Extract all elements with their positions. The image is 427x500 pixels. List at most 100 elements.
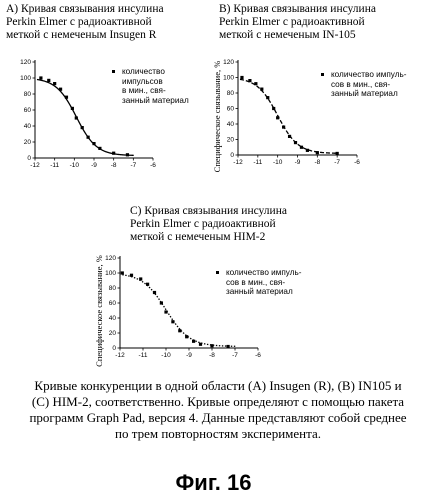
data-point <box>282 125 286 129</box>
x-tick-label: -7 <box>334 159 340 166</box>
data-point <box>272 106 276 111</box>
data-point <box>152 290 157 295</box>
data-point <box>86 135 90 139</box>
data-point <box>254 82 258 86</box>
legend-text-c: количество импуль- сов в мин., свя- занн… <box>226 268 302 297</box>
data-point <box>192 339 196 343</box>
x-tick-label: -6 <box>150 162 156 169</box>
x-tick-label: -7 <box>232 352 238 359</box>
data-point <box>293 141 298 145</box>
y-tick-label: 20 <box>109 330 117 337</box>
y-tick-label: 100 <box>223 75 234 82</box>
y-tick-label: 60 <box>227 106 235 113</box>
fitted-curve <box>239 78 338 154</box>
y-tick-label: 100 <box>105 270 116 277</box>
panel-a-legend: количество импульсов в мин., свя- занный… <box>112 67 189 105</box>
data-point <box>92 142 96 146</box>
y-tick-label: 20 <box>24 139 32 146</box>
panel-b-legend: количество импуль- сов в мин., свя- занн… <box>321 70 406 108</box>
y-tick-label: 40 <box>24 123 32 130</box>
x-tick-label: -10 <box>273 159 283 166</box>
legend-marker-c <box>216 271 219 274</box>
data-point <box>58 87 63 91</box>
data-point <box>64 95 69 99</box>
x-tick-label: -10 <box>161 352 171 359</box>
y-tick-label: 120 <box>20 59 31 66</box>
data-point <box>53 82 57 86</box>
x-tick-label: -12 <box>115 352 125 359</box>
data-point <box>276 116 280 120</box>
x-tick-label: -11 <box>139 352 148 359</box>
x-tick-label: -12 <box>233 159 243 166</box>
x-tick-label: -8 <box>209 352 215 359</box>
figure-caption: Кривые конкуренции в одной области (А) I… <box>29 378 407 441</box>
data-point <box>159 301 163 305</box>
data-point <box>129 273 134 277</box>
panel-a-title: А) Кривая связывания инсулина Perkin Elm… <box>6 3 164 41</box>
x-tick-label: -8 <box>111 162 117 169</box>
data-point <box>198 342 203 346</box>
y-tick-label: 100 <box>20 75 31 82</box>
data-point <box>226 344 230 349</box>
data-point <box>315 151 319 155</box>
data-point <box>266 96 270 100</box>
chart-c: -12 -11 -10 -9 -8 -7 -6 0 20 40 60 80 100 120Специфич… <box>94 255 261 367</box>
y-tick-label: 40 <box>227 121 235 128</box>
panel-c: С) Кривая связывания инсулина Perkin Elm… <box>94 200 360 370</box>
y-axis-label: Специфическое связывание, % <box>94 255 104 367</box>
data-point <box>171 320 175 324</box>
data-point <box>305 148 310 152</box>
data-point <box>240 75 244 80</box>
data-point <box>335 151 339 156</box>
y-tick-label: 60 <box>109 300 117 307</box>
data-point <box>70 106 74 110</box>
y-tick-label: 0 <box>27 155 31 162</box>
y-axis-label: Специфическое связывание, % <box>212 61 222 173</box>
data-point <box>47 78 51 82</box>
data-point <box>112 151 116 155</box>
figure-label: Фиг. 16 <box>175 470 252 495</box>
x-tick-label: -11 <box>50 162 59 169</box>
x-tick-label: -7 <box>130 162 136 169</box>
x-tick-label: -10 <box>70 162 80 169</box>
data-point <box>125 153 130 157</box>
data-point <box>146 282 150 286</box>
data-point <box>299 145 304 149</box>
x-tick-label: -11 <box>253 159 262 166</box>
x-tick-label: -8 <box>314 159 320 166</box>
data-point <box>260 87 264 91</box>
y-tick-label: 40 <box>109 315 117 322</box>
legend-marker-b <box>321 73 324 76</box>
data-point <box>164 310 168 314</box>
y-tick-label: 80 <box>109 285 117 292</box>
data-point <box>39 76 43 80</box>
y-tick-label: 120 <box>223 59 234 66</box>
chart-a: -12 -11 -10 -9 -8 -7 -6 0 20 40 60 80 100 120 <box>20 59 156 169</box>
chart-b: -12 -11 -10 -9 -8 -7 -6 0 20 40 60 80 100 120Специфич… <box>212 59 360 173</box>
x-tick-label: -6 <box>354 159 360 166</box>
panel-c-title: С) Кривая связывания инсулина Perkin Elm… <box>130 205 287 243</box>
x-tick-label: -9 <box>295 159 301 166</box>
x-tick-label: -9 <box>186 352 192 359</box>
y-tick-label: 20 <box>227 137 235 144</box>
legend-text-b: количество импуль- сов в мин., свя- занн… <box>331 70 407 99</box>
y-tick-label: 0 <box>230 152 234 159</box>
data-point <box>139 277 143 281</box>
panel-a: А) Кривая связывания инсулина Perkin Elm… <box>0 0 215 175</box>
panel-c-legend: количество импуль- сов в мин., свя- занн… <box>216 268 301 306</box>
x-tick-label: -9 <box>91 162 97 169</box>
x-tick-label: -6 <box>255 352 261 359</box>
data-point <box>74 116 78 120</box>
y-tick-label: 60 <box>24 107 32 114</box>
legend-text-a: количество импульсов в мин., свя- занный… <box>122 67 189 105</box>
panel-b-title: В) Кривая связывания инсулина Perkin Elm… <box>219 3 376 41</box>
data-point <box>178 329 182 333</box>
x-tick-label: -12 <box>30 162 40 169</box>
y-tick-label: 120 <box>105 255 116 262</box>
y-tick-label: 80 <box>24 91 32 98</box>
data-point <box>185 335 189 339</box>
data-point <box>287 134 292 138</box>
panel-b: В) Кривая связывания инсулина Perkin Elm… <box>212 0 427 175</box>
y-tick-label: 80 <box>227 90 235 97</box>
y-tick-label: 0 <box>112 345 116 352</box>
